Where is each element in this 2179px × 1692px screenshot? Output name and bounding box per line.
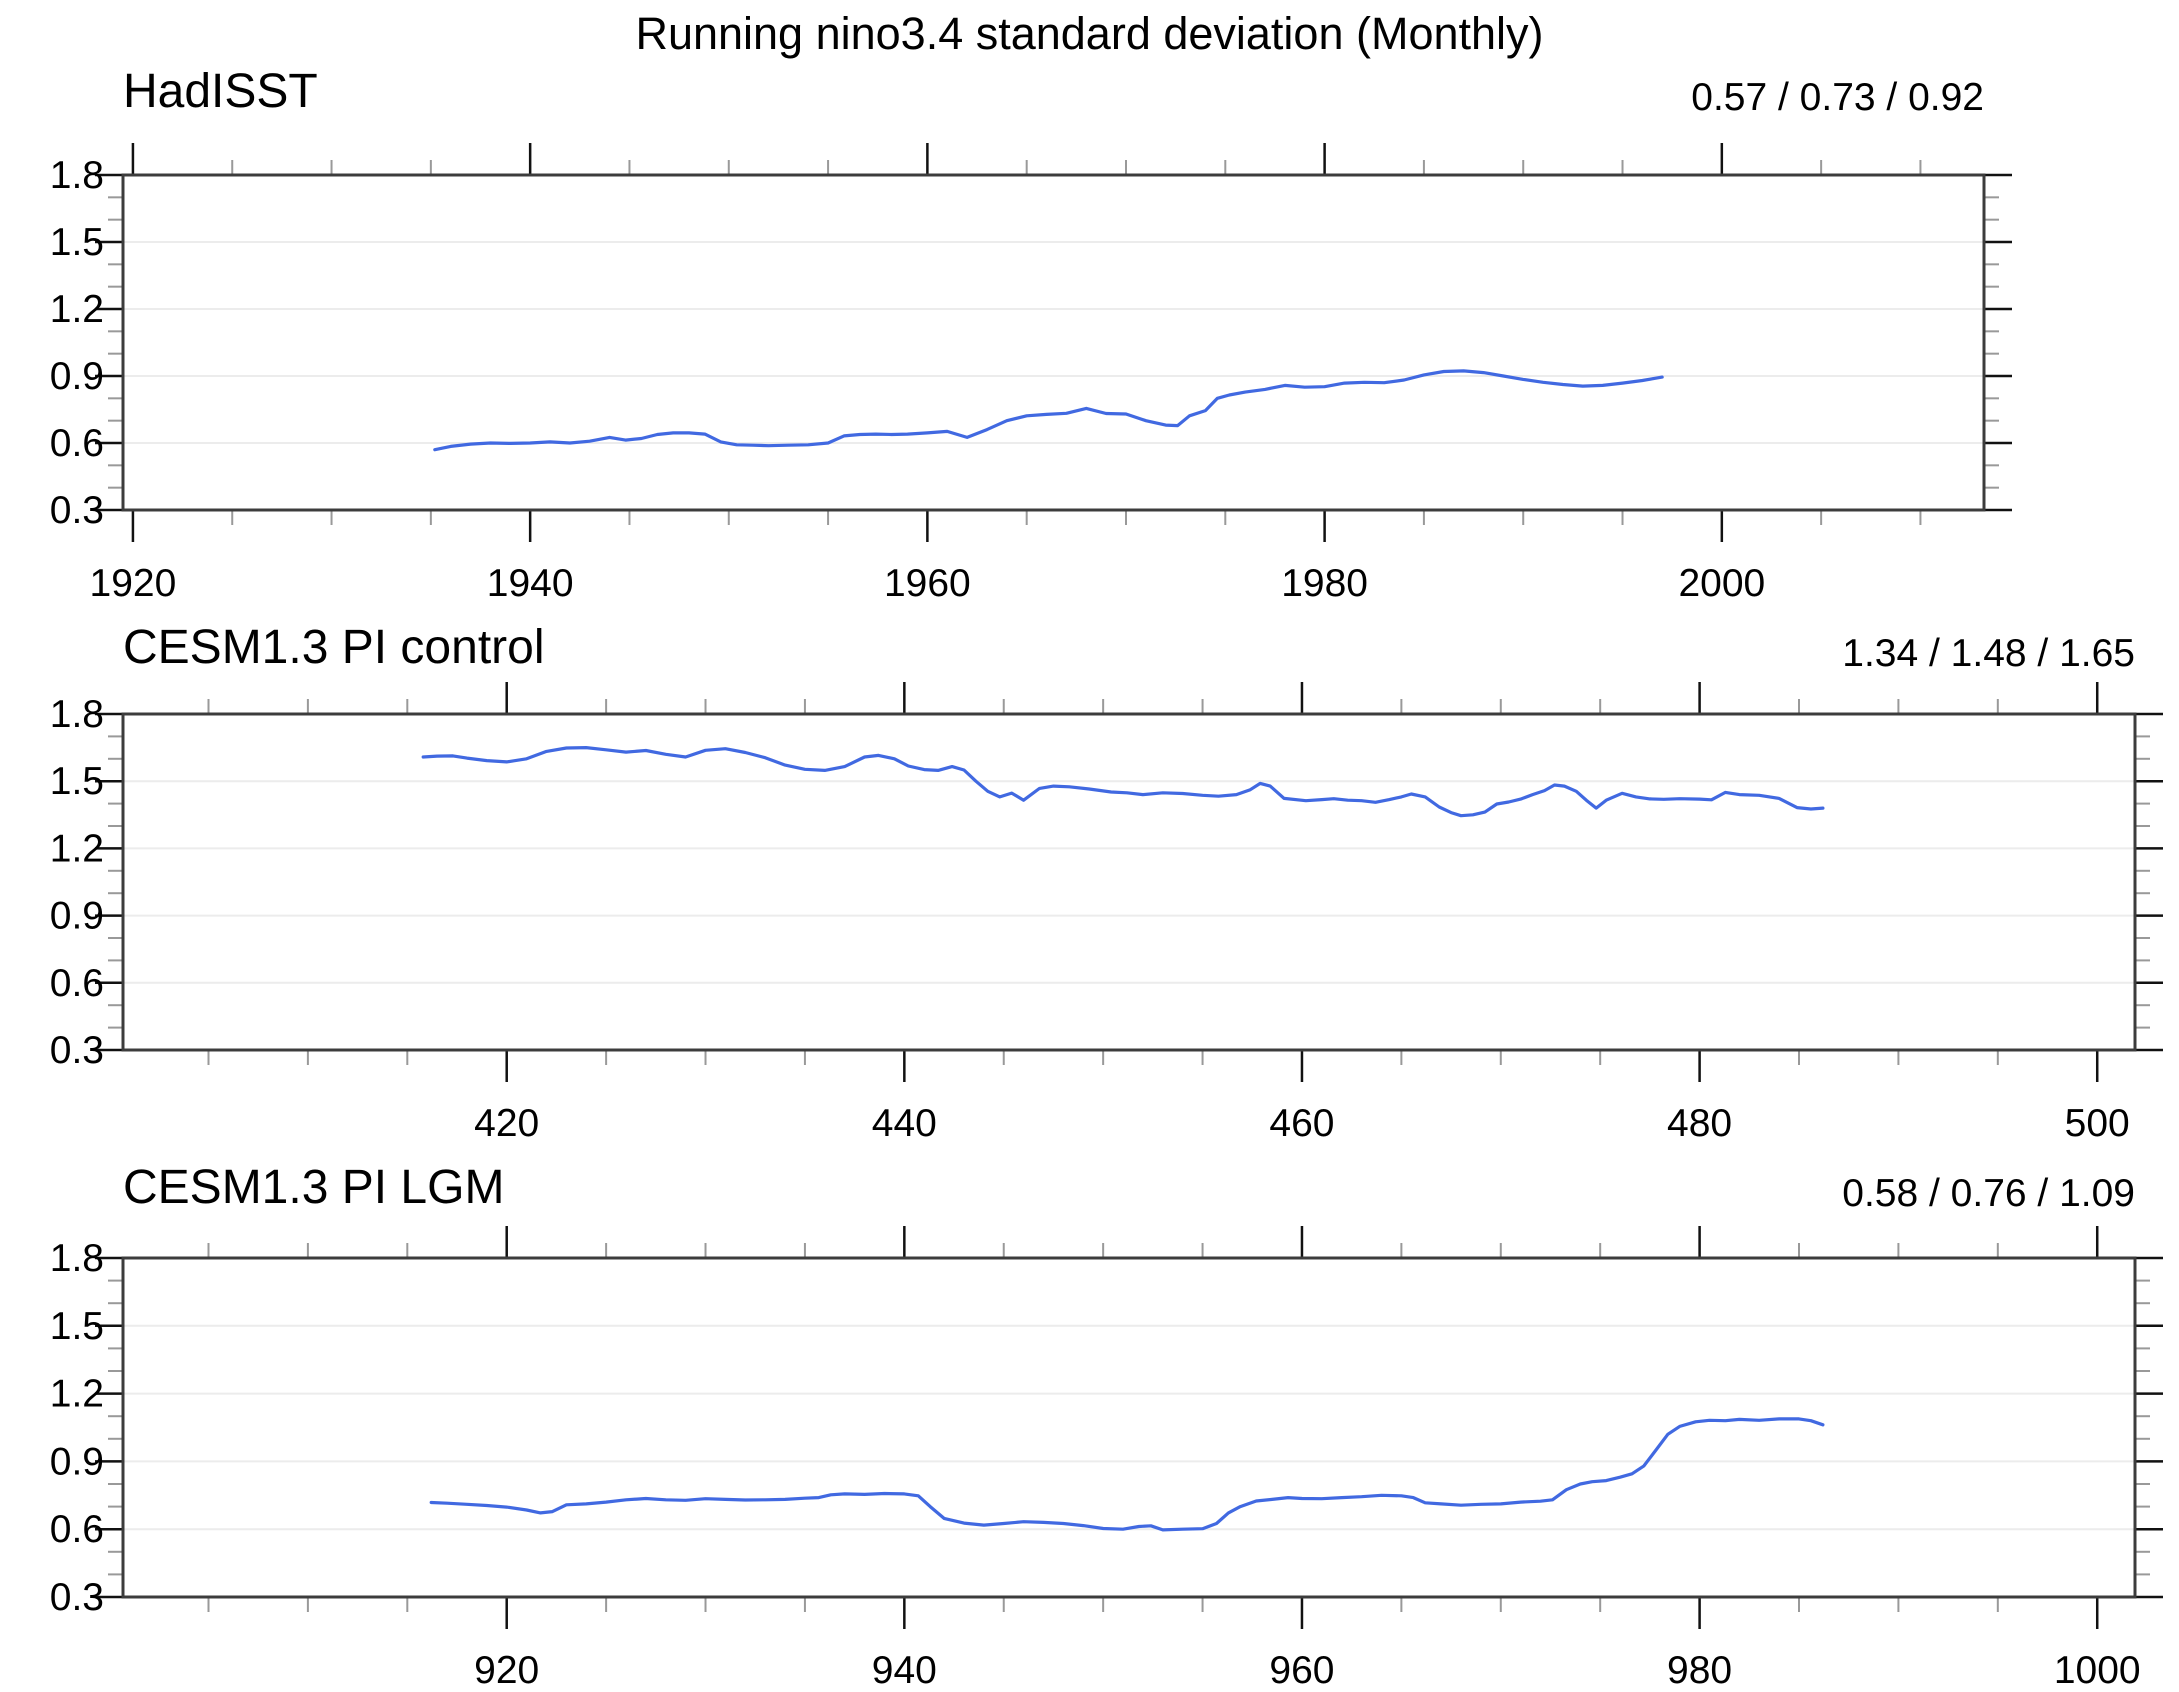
- y-tick-label: 1.8: [50, 1237, 104, 1280]
- panel-title-pi-lgm: CESM1.3 PI LGM: [123, 1161, 505, 1214]
- y-tick-label: 1.2: [50, 827, 104, 870]
- y-tick-label: 1.2: [50, 288, 104, 331]
- x-tick-label: 960: [1269, 1649, 1334, 1692]
- x-tick-label: 1000: [2054, 1649, 2141, 1692]
- x-tick-label: 480: [1667, 1102, 1732, 1145]
- panel-plot-area-1: 420 440 460 480 500 0.3 0.6 0.9 1.2 1.5 1.8: [50, 682, 2163, 1145]
- y-tick-label: 0.3: [50, 1576, 104, 1619]
- axis-box: [121, 173, 1986, 512]
- series-line: [429, 1417, 1825, 1532]
- x-tick-label: 440: [872, 1102, 937, 1145]
- y-tick-label: 0.9: [50, 1440, 104, 1483]
- y-tick-label: 0.3: [50, 1029, 104, 1072]
- panel-stats-hadisst: 0.57 / 0.73 / 0.92: [1691, 76, 1984, 119]
- x-tick-label: 500: [2065, 1102, 2130, 1145]
- y-tick-label: 0.6: [50, 422, 104, 465]
- x-tick-label: 1940: [487, 562, 574, 605]
- figure-title: Running nino3.4 standard deviation (Mont…: [635, 8, 1544, 59]
- x-tick-label: 1920: [90, 562, 177, 605]
- x-tick-label: 1960: [884, 562, 971, 605]
- series-line: [421, 745, 1825, 818]
- y-tick-label: 0.9: [50, 895, 104, 938]
- axis-box: [121, 1256, 2137, 1599]
- x-tick-label: 460: [1269, 1102, 1334, 1145]
- x-tick-label: 1980: [1281, 562, 1368, 605]
- y-tick-label: 0.6: [50, 962, 104, 1005]
- y-tick-label: 0.3: [50, 489, 104, 532]
- x-tick-label: 920: [474, 1649, 539, 1692]
- x-tick-label: 2000: [1678, 562, 1765, 605]
- panel-stats-pi-control: 1.34 / 1.48 / 1.65: [1842, 632, 2135, 675]
- y-tick-label: 0.6: [50, 1508, 104, 1551]
- panel-plot-area-2: 920 940 960 980 1000 0.3 0.6 0.9 1.2 1.5 1.8: [50, 1226, 2163, 1692]
- panel-title-hadisst: HadISST: [123, 65, 318, 118]
- y-tick-label: 1.5: [50, 1305, 104, 1348]
- y-tick-label: 1.8: [50, 693, 104, 736]
- y-tick-label: 0.9: [50, 355, 104, 398]
- panel-title-pi-control: CESM1.3 PI control: [123, 621, 545, 674]
- panel-plot-area-0: 1920 1940 1960 1980 2000 0.3 0.6 0.9 1.2 1.5 1.8: [50, 143, 2012, 605]
- y-tick-label: 1.8: [50, 154, 104, 197]
- x-tick-label: 420: [474, 1102, 539, 1145]
- x-tick-label: 940: [872, 1649, 937, 1692]
- series-line: [433, 369, 1664, 452]
- axis-box: [121, 712, 2137, 1052]
- y-tick-label: 1.5: [50, 221, 104, 264]
- y-tick-label: 1.5: [50, 760, 104, 803]
- panel-stats-pi-lgm: 0.58 / 0.76 / 1.09: [1842, 1172, 2135, 1215]
- y-tick-label: 1.2: [50, 1373, 104, 1416]
- x-tick-label: 980: [1667, 1649, 1732, 1692]
